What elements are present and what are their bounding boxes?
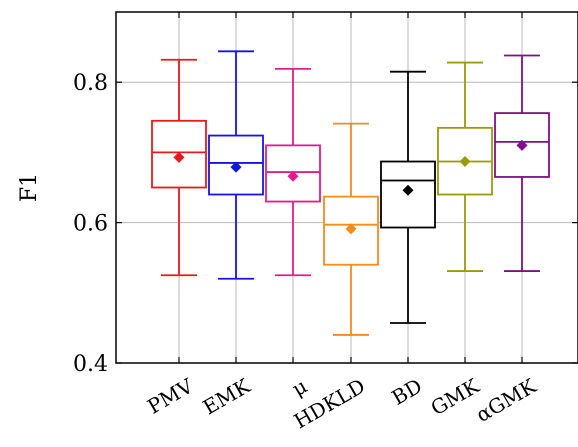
plot-frame xyxy=(115,11,578,364)
box-μ xyxy=(265,67,321,277)
box-HDKLD xyxy=(323,122,379,336)
x-tick-label: PMV xyxy=(143,373,197,418)
box-EMK xyxy=(208,50,264,280)
box-BD xyxy=(380,70,436,324)
mean-marker xyxy=(345,223,357,235)
mean-marker xyxy=(402,184,414,196)
mean-marker xyxy=(173,151,185,163)
y-axis-label: F1 xyxy=(17,173,42,202)
x-tick-label: EMK xyxy=(199,373,255,419)
mean-marker xyxy=(230,161,242,173)
box-PMV xyxy=(151,58,207,277)
y-tick-label: 0.4 xyxy=(73,352,108,377)
mean-marker xyxy=(459,156,471,168)
x-tick-label: μ xyxy=(288,374,311,401)
box-series xyxy=(151,50,550,336)
x-tick-label: αGMK xyxy=(472,373,541,427)
box-GMK xyxy=(437,61,493,272)
y-axis-ticks: 0.4 0.6 0.8 xyxy=(73,12,578,377)
box-αGMK xyxy=(494,54,550,272)
y-tick-label: 0.8 xyxy=(73,71,108,96)
x-tick-label: BD xyxy=(387,374,426,410)
mean-marker xyxy=(516,139,528,151)
y-tick-label: 0.6 xyxy=(73,212,108,237)
mean-marker xyxy=(287,170,299,182)
